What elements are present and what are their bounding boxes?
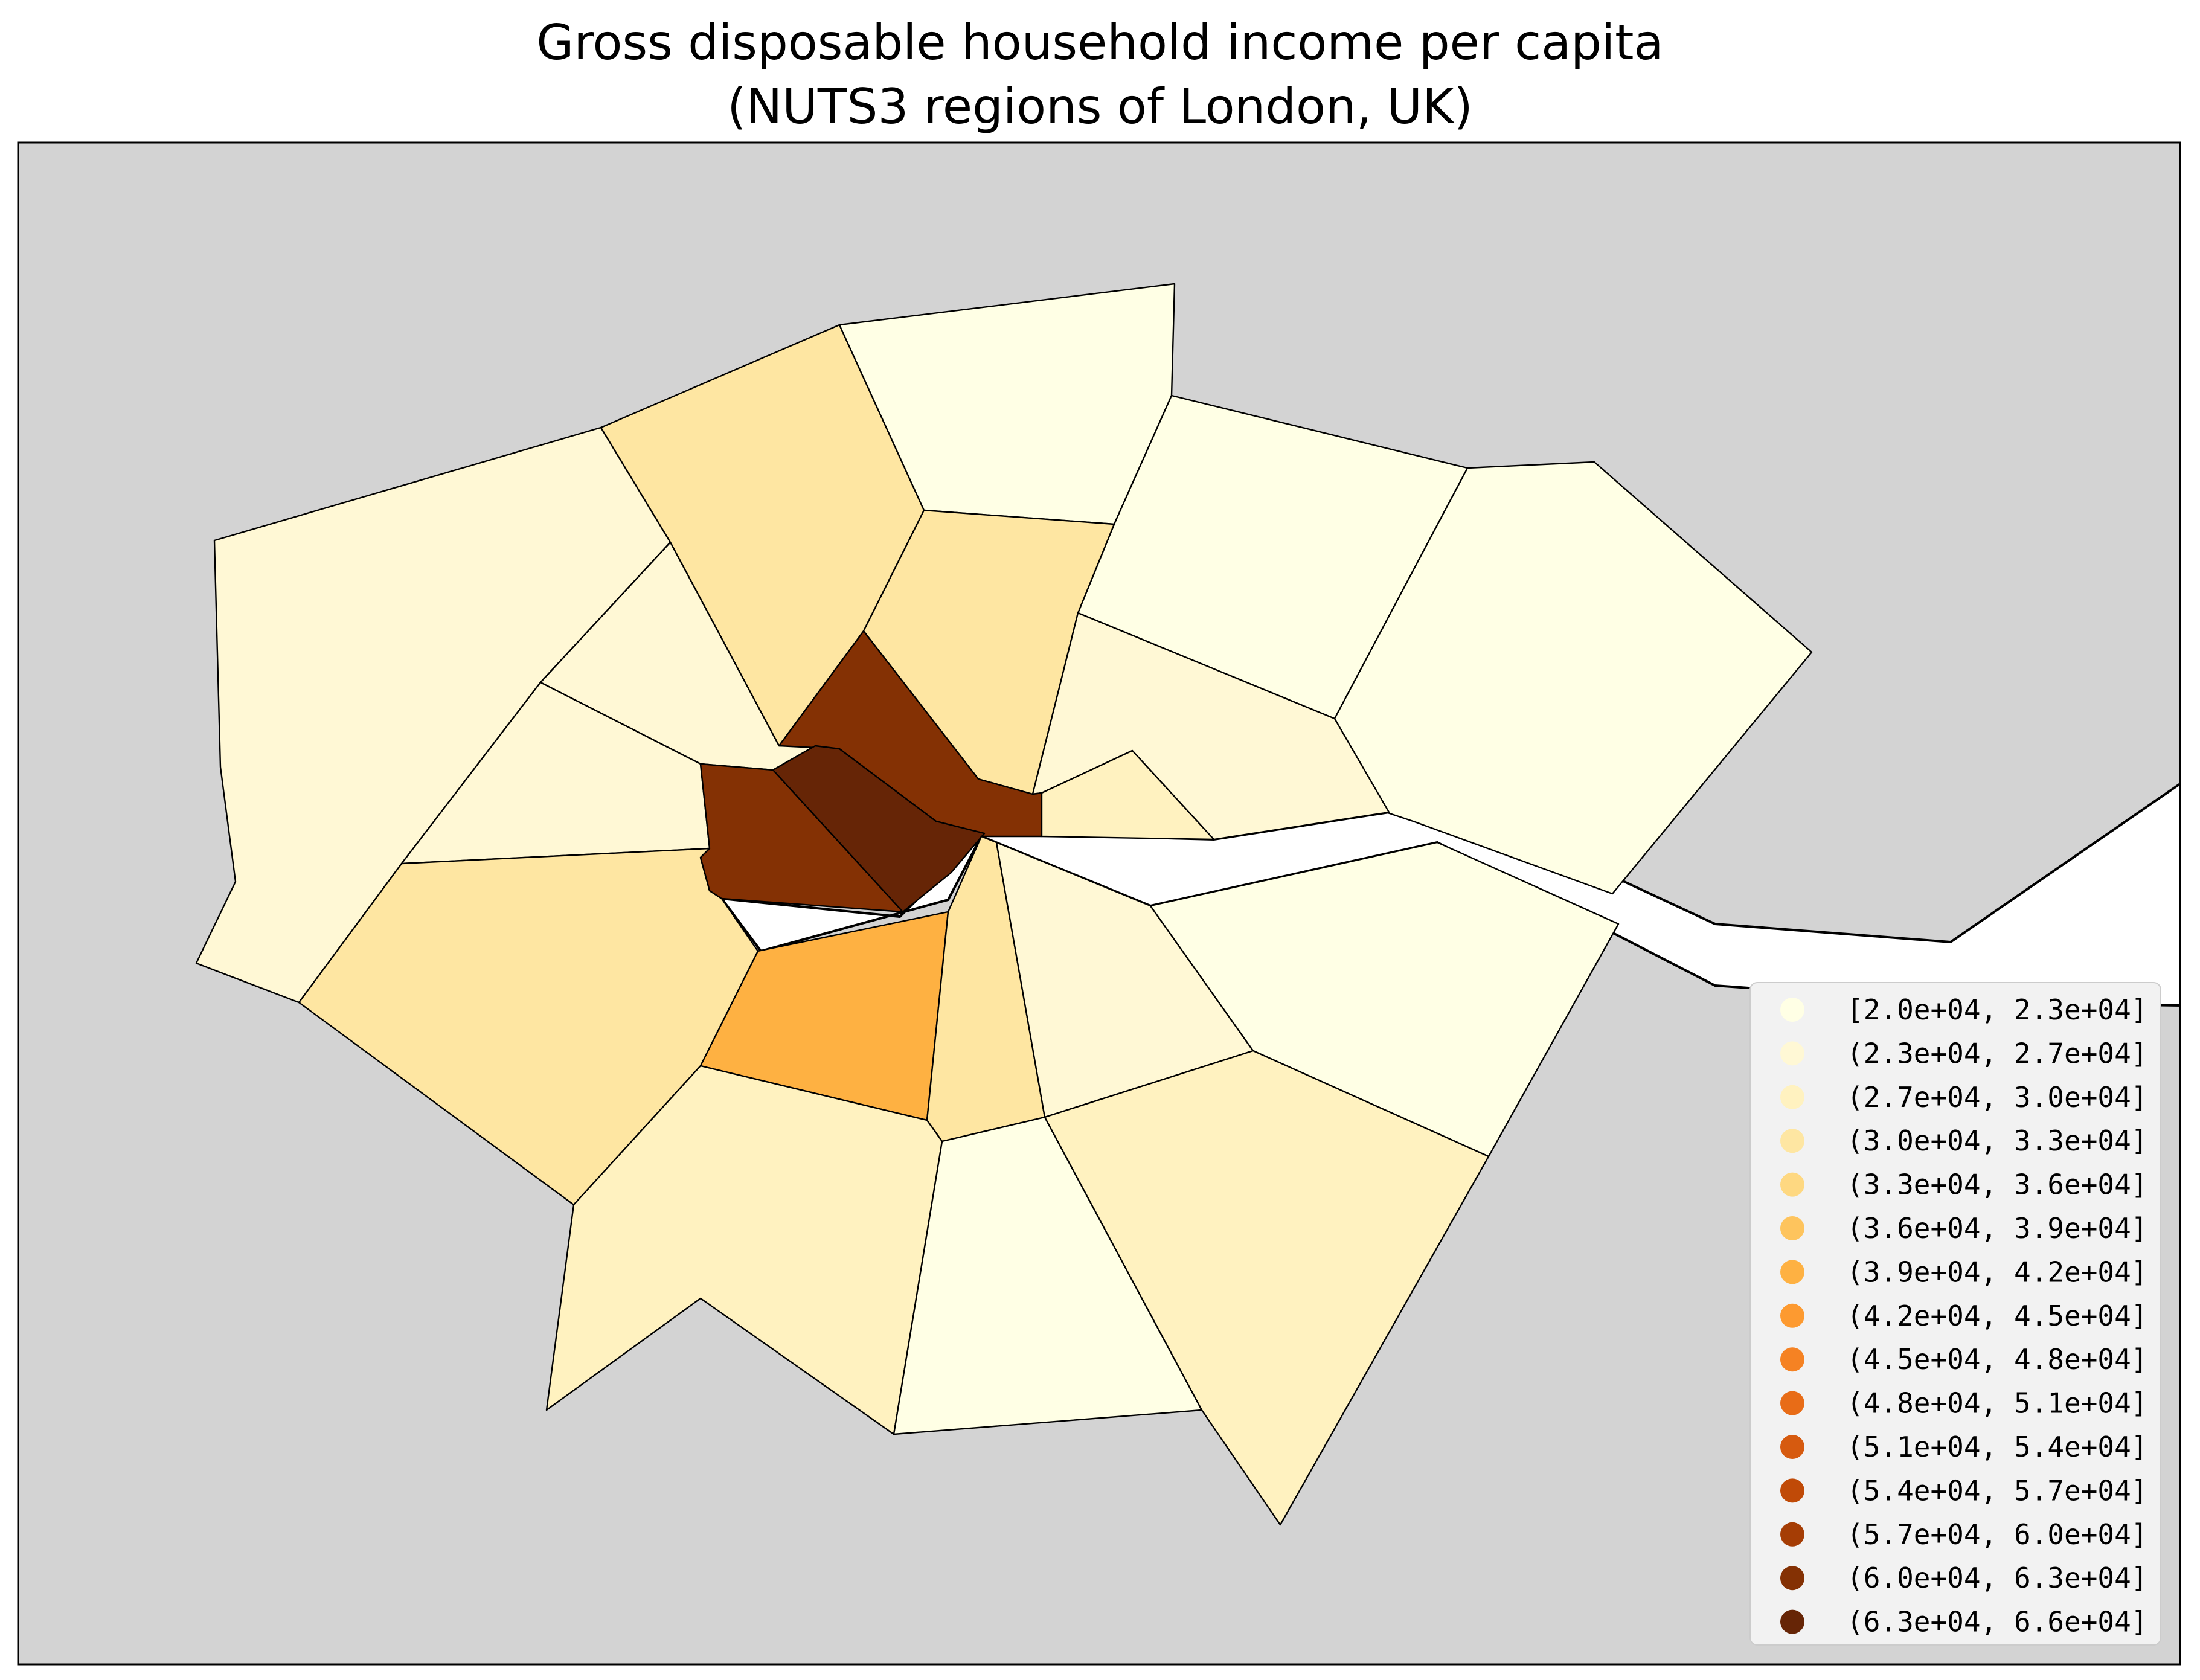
legend-swatch	[1780, 1303, 1804, 1328]
legend-label: (4.2e+04, 4.5e+04]	[1847, 1300, 2148, 1332]
legend-label: (5.4e+04, 5.7e+04]	[1847, 1474, 2148, 1507]
legend-label: (6.0e+04, 6.3e+04]	[1847, 1562, 2148, 1594]
legend-swatch	[1780, 1041, 1804, 1066]
legend-label: (3.0e+04, 3.3e+04]	[1847, 1124, 2148, 1157]
legend-label: (6.3e+04, 6.6e+04]	[1847, 1606, 2148, 1638]
legend-swatch	[1780, 998, 1804, 1022]
legend-swatch	[1780, 1391, 1804, 1415]
legend-label: (4.5e+04, 4.8e+04]	[1847, 1343, 2148, 1376]
legend-label: (2.7e+04, 3.0e+04]	[1847, 1081, 2148, 1114]
region-east-south-outer	[1149, 841, 1620, 1158]
region-east-riverside	[1041, 749, 1215, 841]
legend-label: [2.0e+04, 2.3e+04]	[1847, 993, 2148, 1026]
legend-swatch	[1780, 1347, 1804, 1372]
legend-swatch	[1780, 1609, 1804, 1634]
legend-box	[1749, 982, 2161, 1646]
legend-label: (3.9e+04, 4.2e+04]	[1847, 1255, 2148, 1288]
region-central-core	[772, 745, 986, 913]
legend-swatch	[1780, 1522, 1804, 1547]
legend-label: (5.1e+04, 5.4e+04]	[1847, 1431, 2148, 1463]
legend-label: (3.3e+04, 3.6e+04]	[1847, 1169, 2148, 1201]
legend-swatch	[1780, 1566, 1804, 1591]
title-line-1: Gross disposable household income per ca…	[536, 14, 1664, 71]
legend-swatch	[1780, 1172, 1804, 1197]
title-line-2: (NUTS3 regions of London, UK)	[727, 79, 1473, 135]
legend-swatch	[1780, 1085, 1804, 1109]
legend-swatch	[1780, 1478, 1804, 1503]
region-southeast-outer	[1044, 1050, 1490, 1526]
legend-swatch	[1780, 1129, 1804, 1153]
legend: [2.0e+04, 2.3e+04] (2.3e+04, 2.7e+04] (2.7…	[1749, 982, 2161, 1646]
legend-label: (4.8e+04, 5.1e+04]	[1847, 1387, 2148, 1420]
legend-swatch	[1780, 1216, 1804, 1240]
legend-label: (2.3e+04, 2.7e+04]	[1847, 1037, 2148, 1069]
legend-label: (5.7e+04, 6.0e+04]	[1847, 1518, 2148, 1551]
legend-swatch	[1780, 1435, 1804, 1459]
legend-swatch	[1780, 1260, 1804, 1284]
legend-label: (3.6e+04, 3.9e+04]	[1847, 1212, 2148, 1245]
chart-title: Gross disposable household income per ca…	[0, 11, 2200, 139]
